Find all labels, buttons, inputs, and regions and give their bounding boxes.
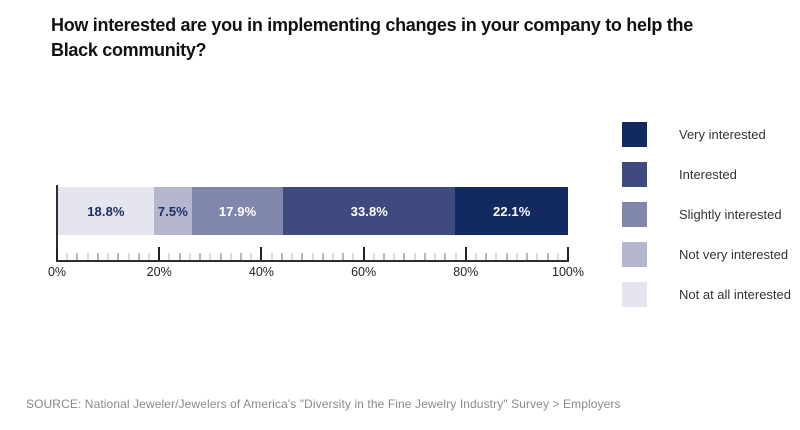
legend-item-3: Not very interested [622, 242, 791, 267]
x-axis-tick-label: 60% [351, 265, 377, 279]
minor-tick [128, 253, 130, 260]
legend-label: Slightly interested [679, 207, 782, 222]
bar-segment-value-label: 17.9% [218, 203, 257, 219]
x-axis-tick-label: 20% [146, 265, 172, 279]
legend-label: Not at all interested [679, 287, 792, 302]
major-tick [567, 247, 569, 260]
minor-tick [475, 253, 477, 260]
minor-tick [383, 253, 385, 260]
minor-tick [557, 253, 559, 260]
bar-segment-1: 7.5% [153, 187, 192, 235]
major-tick [260, 247, 263, 260]
minor-tick [516, 253, 518, 260]
minor-tick [107, 253, 109, 260]
source-attribution: SOURCE: National Jeweler/Jewelers of Ame… [26, 397, 621, 411]
minor-tick [322, 253, 324, 260]
bar-segment-value-label: 22.1% [493, 203, 531, 219]
x-axis-tick-label: 80% [453, 265, 479, 279]
major-tick [158, 247, 161, 260]
minor-tick [526, 253, 528, 260]
minor-tick [495, 253, 497, 260]
legend-label: Not very interested [679, 247, 789, 262]
chart-title-line-1: How interested are you in implementing c… [51, 15, 693, 35]
minor-tick [199, 253, 201, 260]
legend-swatch [622, 122, 647, 147]
legend-label: Interested [679, 167, 737, 182]
minor-tick [117, 253, 119, 260]
legend-item-2: Slightly interested [622, 202, 791, 227]
minor-tick [403, 253, 405, 260]
x-axis-tick-labels: 0% 20% 40% 60% 80% 100% [48, 265, 584, 281]
major-tick [362, 247, 365, 260]
x-axis-ticks [56, 247, 569, 260]
minor-tick [148, 253, 150, 260]
minor-tick [66, 253, 68, 260]
legend-swatch [622, 162, 647, 187]
legend-item-1: Interested [622, 162, 791, 187]
chart-title-line-2: Black community? [51, 39, 207, 60]
chart-legend: Very interested Interested Slightly intere… [622, 122, 791, 322]
minor-tick [189, 253, 191, 260]
x-axis-line [56, 260, 569, 262]
minor-tick [536, 253, 538, 260]
minor-tick [220, 253, 222, 260]
minor-tick [97, 253, 99, 260]
y-axis-line [56, 185, 58, 262]
minor-tick [87, 253, 89, 260]
minor-tick [240, 253, 242, 260]
minor-tick [414, 253, 416, 260]
minor-tick [76, 253, 78, 260]
minor-tick [434, 253, 436, 260]
minor-tick [342, 253, 344, 260]
chart-title: How interested are you in implementing c… [51, 13, 741, 63]
x-axis-tick-label: 40% [248, 265, 274, 279]
minor-tick [179, 253, 181, 260]
minor-tick [506, 253, 508, 260]
x-axis-tick-label: 0% [47, 265, 67, 279]
bar-segment-0: 18.8% [58, 187, 154, 235]
minor-tick [291, 253, 293, 260]
bar-segment-value-label: 18.8% [87, 203, 125, 219]
legend-label: Very interested [679, 127, 766, 142]
minor-tick [271, 253, 273, 260]
minor-tick [168, 253, 170, 260]
minor-tick [352, 253, 354, 260]
legend-item-4: Not at all interested [622, 282, 791, 307]
bar-segment-value-label: 7.5% [157, 203, 188, 219]
bar-segment-4: 22.1% [455, 187, 568, 235]
minor-tick [209, 253, 211, 260]
legend-swatch [622, 242, 647, 267]
minor-tick [485, 253, 487, 260]
minor-tick [281, 253, 283, 260]
legend-swatch [622, 282, 647, 307]
minor-tick [393, 253, 395, 260]
minor-tick [312, 253, 313, 260]
stacked-bar: 18.8% 7.5% 17.9% 33.8% 22.1% [58, 187, 568, 235]
minor-tick [250, 253, 252, 260]
legend-item-0: Very interested [622, 122, 791, 147]
bar-segment-value-label: 33.8% [350, 203, 388, 219]
minor-tick [301, 253, 303, 260]
x-axis-tick-label: 100% [552, 265, 584, 279]
minor-tick [424, 253, 426, 260]
minor-tick [373, 253, 375, 260]
minor-tick [444, 253, 446, 260]
minor-tick [332, 253, 334, 260]
major-tick [464, 247, 467, 260]
bar-segment-2: 17.9% [192, 187, 284, 235]
legend-swatch [622, 202, 647, 227]
minor-tick [230, 253, 232, 260]
minor-tick [547, 253, 549, 260]
major-tick [56, 247, 58, 260]
bar-segment-3: 33.8% [283, 187, 456, 235]
minor-tick [138, 253, 140, 260]
minor-tick [455, 253, 457, 260]
